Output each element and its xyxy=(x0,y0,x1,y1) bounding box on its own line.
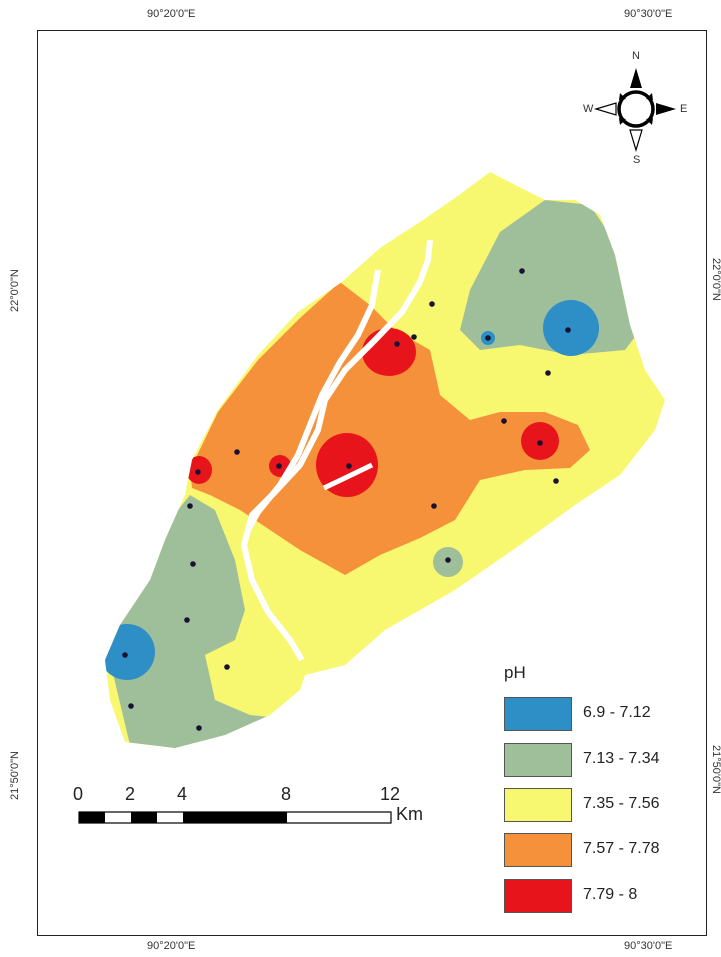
coord-top-left: 90°20'0"E xyxy=(147,8,196,20)
coord-bottom-left: 90°20'0"E xyxy=(147,940,196,952)
legend-label-2: 7.13 - 7.34 xyxy=(583,750,660,767)
legend-title: pH xyxy=(504,663,526,682)
scalebar-tick-0: 0 xyxy=(73,784,84,804)
sample-points xyxy=(122,268,571,731)
river-west xyxy=(245,269,381,532)
coord-bottom-right: 90°30'0"E xyxy=(624,940,673,952)
scalebar-tick-2: 2 xyxy=(125,784,136,804)
zone-red-spot-1 xyxy=(362,328,416,376)
legend-label-3: 7.35 - 7.56 xyxy=(583,795,660,812)
scalebar-tick-12: 12 xyxy=(380,784,401,804)
zone-6-9-7-12-southwest xyxy=(105,624,155,680)
legend-swatch-5 xyxy=(504,879,572,913)
zone-7-57-7-78 xyxy=(190,282,590,575)
scalebar-tick-8: 8 xyxy=(281,784,292,804)
scale-bar xyxy=(78,811,392,824)
legend-swatch-4 xyxy=(504,833,572,867)
compass-s-label: S xyxy=(633,154,641,166)
north-arrow-compass xyxy=(593,68,676,153)
compass-w-label: W xyxy=(583,103,594,115)
legend-swatch-3 xyxy=(504,788,572,822)
scalebar-unit: Km xyxy=(396,804,423,824)
legend-label-4: 7.57 - 7.78 xyxy=(583,840,660,857)
legend-label-5: 7.79 - 8 xyxy=(583,886,638,903)
legend-swatch-1 xyxy=(504,697,572,731)
scalebar-tick-4: 4 xyxy=(177,784,188,804)
river-east xyxy=(240,239,433,662)
compass-n-label: N xyxy=(632,50,640,62)
legend-label-1: 6.9 - 7.12 xyxy=(583,704,651,721)
legend-swatch-2 xyxy=(504,743,572,777)
coord-top-right: 90°30'0"E xyxy=(624,8,673,20)
zone-6-9-7-12-northeast xyxy=(543,300,599,356)
zone-green-southwest xyxy=(105,495,280,748)
compass-e-label: E xyxy=(680,103,688,115)
